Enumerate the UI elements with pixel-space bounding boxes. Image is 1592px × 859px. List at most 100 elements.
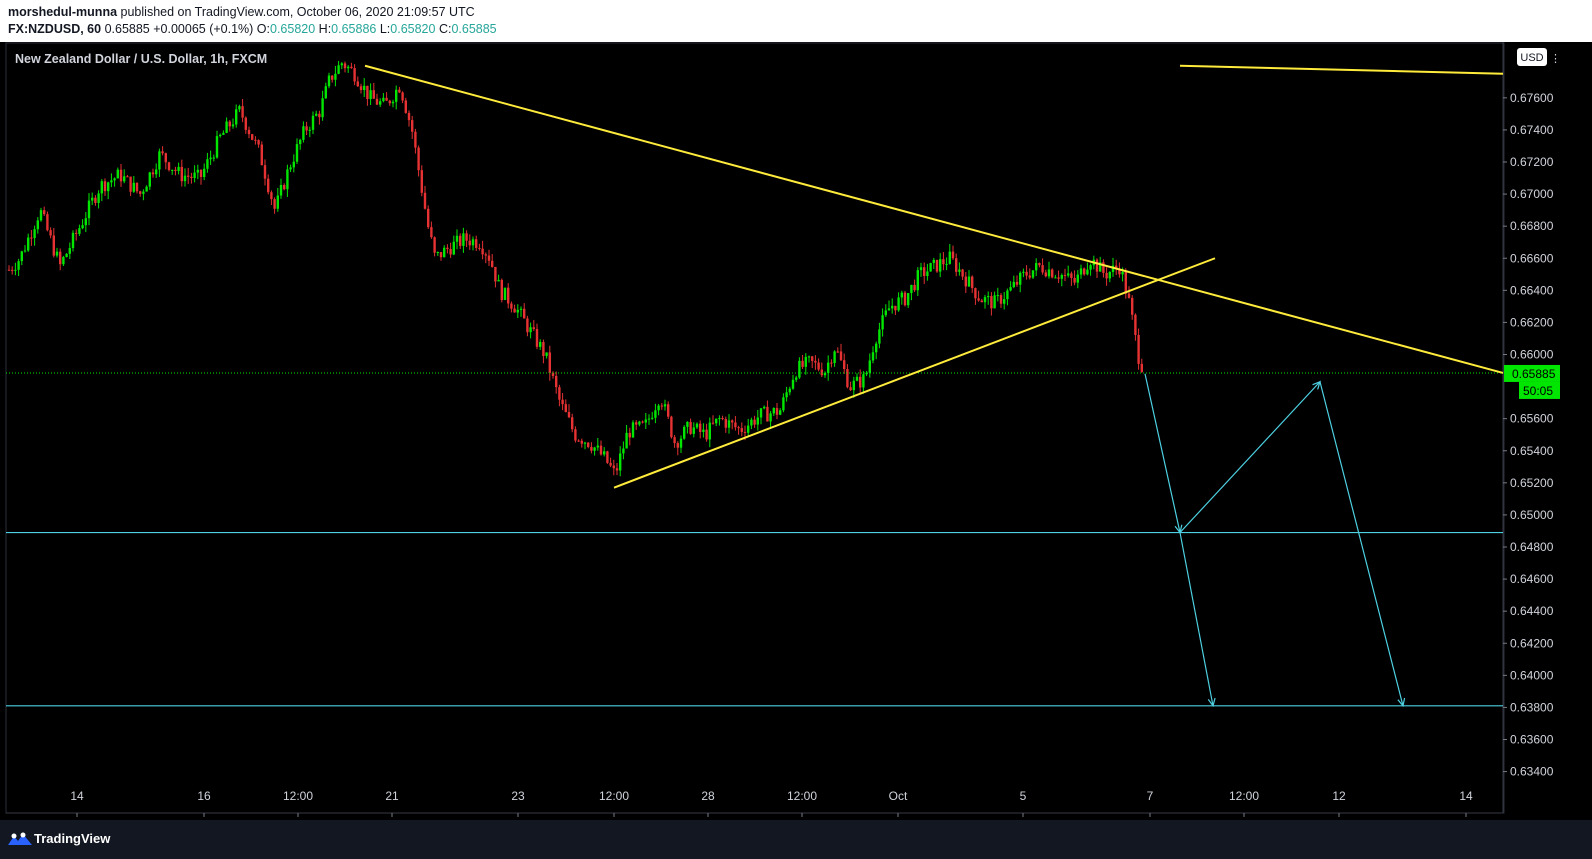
candle-body bbox=[71, 232, 75, 249]
candle-body bbox=[1015, 281, 1019, 285]
candle-body bbox=[363, 85, 366, 91]
candle-body bbox=[1038, 263, 1041, 266]
author-name[interactable]: morshedul-munna bbox=[8, 5, 118, 19]
candle-body bbox=[1044, 272, 1047, 277]
projection-path[interactable] bbox=[1144, 373, 1404, 706]
candle-body bbox=[350, 66, 353, 69]
candle-body bbox=[446, 247, 449, 250]
published-text: published on TradingView.com, October 06… bbox=[120, 5, 475, 19]
candle-body bbox=[436, 252, 439, 254]
price-tick-label: 0.67600 bbox=[1510, 91, 1554, 105]
open-label: O: bbox=[256, 22, 270, 36]
candle-body bbox=[1051, 269, 1054, 278]
candle-body bbox=[887, 308, 891, 311]
candle-body bbox=[337, 65, 340, 74]
candle-body bbox=[257, 140, 260, 145]
candle-body bbox=[33, 229, 36, 239]
candle-body bbox=[305, 126, 308, 131]
candle-body bbox=[798, 360, 801, 378]
candle-body bbox=[763, 406, 766, 409]
candle-body bbox=[638, 421, 641, 425]
candle-body bbox=[388, 100, 391, 104]
candle-body bbox=[46, 214, 49, 231]
candle-body bbox=[657, 405, 660, 411]
candle-body bbox=[129, 176, 132, 192]
currency-menu-icon[interactable]: ⋮ bbox=[1550, 53, 1561, 65]
candle-body bbox=[497, 279, 500, 282]
candle-body bbox=[577, 440, 580, 442]
candle-body bbox=[359, 86, 363, 91]
candle-body bbox=[1047, 269, 1051, 277]
candle-body bbox=[481, 248, 484, 255]
last-price-badge bbox=[1504, 364, 1560, 382]
candle-body bbox=[356, 81, 359, 87]
price-chart[interactable]: 0.67600 0.67400 0.67200 0.67000 0.66800 0.666… bbox=[0, 42, 1592, 820]
candle-body bbox=[23, 250, 27, 252]
candle-body bbox=[375, 98, 379, 105]
candle-body bbox=[523, 308, 526, 319]
candle-body bbox=[1127, 293, 1131, 298]
candle-body bbox=[251, 134, 254, 140]
candle-body bbox=[263, 165, 267, 179]
projection-path-alt[interactable] bbox=[1179, 532, 1214, 706]
candle-body bbox=[561, 399, 564, 405]
projection-arrowhead bbox=[1207, 697, 1216, 708]
candle-body bbox=[958, 269, 961, 272]
candle-body bbox=[228, 121, 231, 127]
price-axis[interactable]: 0.67600 0.67400 0.67200 0.67000 0.66800 0.666… bbox=[1503, 91, 1554, 779]
candle-body bbox=[1111, 265, 1115, 272]
candle-body bbox=[494, 266, 497, 282]
candle-body bbox=[609, 462, 612, 466]
candle-body bbox=[1009, 287, 1012, 291]
candle-body bbox=[84, 218, 87, 226]
time-axis[interactable]: 14 16 12:00 21 23 12:00 28 12:00 Oct 5 7 12:00 12 14 bbox=[70, 789, 1473, 817]
brand-text[interactable]: TradingView bbox=[34, 831, 111, 846]
candle-body bbox=[711, 422, 715, 424]
candle-body bbox=[670, 416, 673, 438]
candle-body bbox=[68, 248, 71, 254]
candle-body bbox=[779, 410, 782, 415]
chart-area[interactable]: 0.67600 0.67400 0.67200 0.67000 0.66800 0.666… bbox=[0, 42, 1592, 820]
candle-body bbox=[859, 376, 862, 388]
trendline[interactable] bbox=[1179, 64, 1504, 75]
candle-body bbox=[775, 408, 779, 415]
candle-body bbox=[91, 197, 94, 201]
candle-body bbox=[276, 195, 279, 209]
candle-body bbox=[391, 101, 395, 104]
candle-body bbox=[78, 228, 81, 234]
close-label: C: bbox=[438, 22, 452, 36]
candle-body bbox=[574, 429, 577, 441]
candle-body bbox=[1124, 271, 1127, 294]
trendline[interactable] bbox=[613, 257, 1216, 489]
candle-body bbox=[983, 297, 987, 303]
candle-body bbox=[289, 167, 292, 170]
countdown-badge bbox=[1519, 381, 1560, 399]
candle-body bbox=[142, 191, 145, 194]
candle-body bbox=[987, 296, 990, 298]
tradingview-logo-icon[interactable] bbox=[7, 831, 33, 847]
candle-body bbox=[171, 169, 174, 171]
drawings-group bbox=[6, 64, 1504, 708]
price-tick-label: 0.67200 bbox=[1510, 155, 1554, 169]
candle-body bbox=[699, 423, 702, 432]
candle-body bbox=[635, 422, 638, 425]
candle-body bbox=[836, 351, 839, 353]
candle-body bbox=[343, 63, 347, 69]
candle-body bbox=[423, 192, 427, 209]
candle-body bbox=[839, 351, 843, 361]
candle-body bbox=[961, 269, 964, 277]
candle-body bbox=[167, 162, 171, 171]
time-tick-label: 12:00 bbox=[1229, 789, 1259, 803]
time-tick-label: 12:00 bbox=[599, 789, 629, 803]
trendline[interactable] bbox=[364, 64, 1504, 374]
candle-body bbox=[766, 406, 769, 422]
candle-body bbox=[846, 369, 849, 388]
candle-body bbox=[558, 387, 561, 400]
candle-body bbox=[852, 380, 855, 391]
candle-body bbox=[1028, 275, 1031, 278]
candle-body bbox=[807, 356, 811, 358]
candle-body bbox=[606, 451, 609, 463]
candle-body bbox=[612, 465, 615, 469]
currency-badge[interactable] bbox=[1517, 48, 1547, 66]
candle-body bbox=[1137, 334, 1140, 364]
